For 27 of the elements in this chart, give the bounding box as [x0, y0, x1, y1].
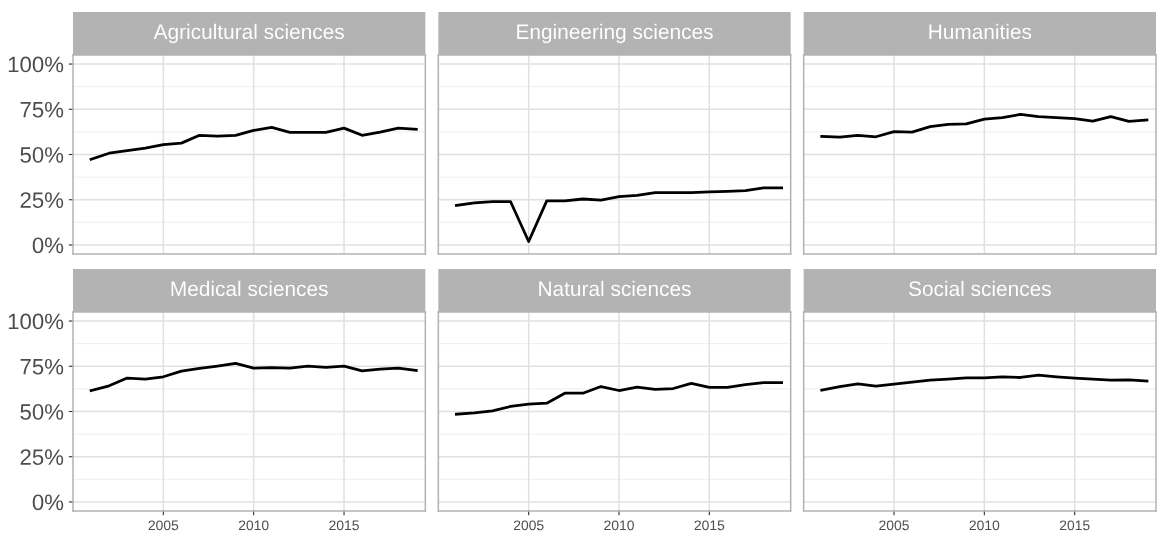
y-tick-label: 0% [32, 237, 64, 254]
x-tick-label: 2010 [238, 520, 269, 531]
line-series [89, 125, 418, 161]
y-tick-label: 100% [8, 313, 64, 330]
y-tick-label: 100% [8, 56, 64, 73]
y-tick-label: 75% [20, 101, 64, 118]
y-tick-label: 50% [20, 147, 64, 163]
x-tick-label: 2010 [604, 520, 634, 531]
x-tick-label: 2015 [329, 520, 359, 531]
chart-title: Engineering sciences [517, 23, 713, 44]
y-tick-label: 75% [20, 358, 64, 375]
y-tick-label: 50% [20, 404, 64, 420]
x-tick-label: 2005 [879, 520, 909, 531]
chart-title: Social sciences [908, 280, 1051, 297]
y-tick-label: 25% [20, 449, 64, 465]
chart-title: Medical sciences [171, 280, 328, 297]
y-tick-label: 0% [32, 494, 64, 511]
x-tick-label: 2010 [969, 520, 1000, 531]
chart-title: Agricultural sciences [153, 23, 344, 44]
x-tick-label: 2005 [148, 520, 179, 531]
y-tick-label: 25% [20, 192, 64, 208]
line-series [89, 361, 418, 392]
chart-title: Natural sciences [539, 280, 691, 297]
x-tick-label: 2005 [513, 520, 544, 531]
x-tick-label: 2015 [1059, 520, 1090, 531]
x-tick-label: 2015 [694, 520, 725, 531]
chart-title: Humanities [929, 23, 1032, 40]
